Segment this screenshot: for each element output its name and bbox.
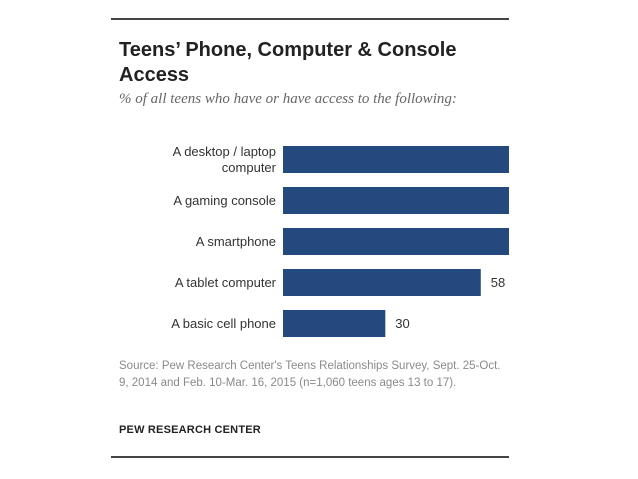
chart-title: Teens’ Phone, Computer & Console Access (119, 39, 457, 86)
bar-chart: A desktop / laptopcomputer87A gaming con… (171, 144, 509, 337)
chart-subtitle: % of all teens who have or have access t… (119, 91, 457, 107)
category-label: A tablet computer (175, 275, 277, 290)
bottom-rule (111, 456, 509, 458)
bar (283, 310, 386, 337)
bar (283, 146, 509, 173)
bar (283, 187, 509, 214)
value-label: 58 (491, 275, 505, 290)
category-label: A smartphone (196, 234, 276, 249)
organization-name: PEW RESEARCH CENTER (119, 424, 261, 436)
bar (283, 228, 509, 255)
category-label: A desktop / laptop computer (173, 144, 277, 175)
top-rule (111, 18, 509, 20)
chart-card: Teens’ Phone, Computer & Console Access … (111, 18, 509, 458)
source-note: Source: Pew Research Center's Teens Rela… (119, 360, 501, 389)
value-label: 30 (395, 316, 409, 331)
bar (283, 269, 481, 296)
category-label: A basic cell phone (171, 316, 276, 331)
category-label: A gaming console (173, 193, 276, 208)
